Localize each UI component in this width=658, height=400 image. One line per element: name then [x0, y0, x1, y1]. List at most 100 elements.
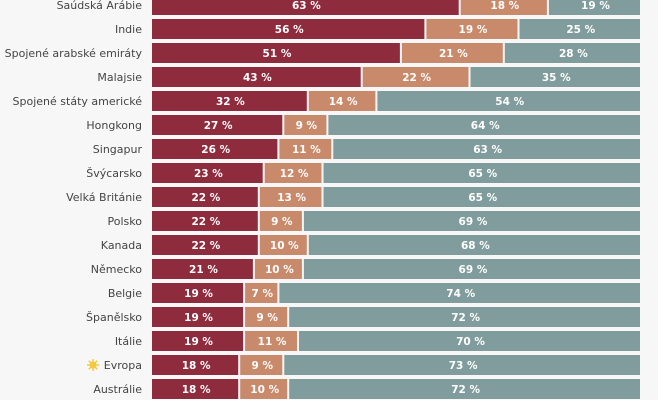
data-label: 10 % [270, 240, 299, 252]
bar-segment-2 [259, 187, 322, 207]
data-label: 19 % [581, 0, 610, 12]
data-label: 25 % [566, 24, 595, 36]
data-label: 22 % [192, 216, 221, 228]
bar-segment-1 [152, 331, 244, 351]
bar-segment-1 [152, 211, 258, 231]
data-label: 9 % [296, 120, 318, 132]
data-label: 14 % [329, 96, 358, 108]
data-label: 32 % [216, 96, 245, 108]
data-label: 23 % [194, 168, 223, 180]
bar-segment-2 [279, 139, 332, 159]
bar-segment-3 [308, 235, 640, 255]
data-label: 51 % [263, 48, 292, 60]
bar-segment-2 [259, 211, 302, 231]
category-label: Belgie [108, 287, 142, 300]
category-label: Saúdská Arábie [57, 0, 143, 12]
data-label: 22 % [192, 240, 221, 252]
bar-segment-1 [152, 115, 283, 135]
data-label: 73 % [449, 360, 478, 372]
bar-segment-2 [259, 235, 307, 255]
bar-segment-2 [245, 331, 297, 351]
bar-segment-2 [426, 19, 518, 39]
data-label: 19 % [459, 24, 488, 36]
category-label: Španělsko [86, 311, 142, 324]
bar-segment-3 [299, 331, 640, 351]
bar-segment-1 [152, 163, 263, 183]
category-label: Velká Británie [66, 191, 142, 204]
data-label: 19 % [184, 312, 213, 324]
bar-segment-3 [377, 91, 640, 111]
bar-segment-1 [152, 259, 253, 279]
data-label: 26 % [201, 144, 230, 156]
category-label: Indie [115, 23, 142, 36]
bar-segment-3 [284, 355, 640, 375]
data-label: 10 % [265, 264, 294, 276]
bar-segment-1 [152, 0, 459, 15]
data-label: 63 % [292, 0, 321, 12]
data-label: 18 % [182, 384, 211, 396]
bar-segment-1 [152, 235, 258, 255]
category-label: Hongkong [86, 119, 142, 132]
bar-segment-3 [289, 307, 640, 327]
category-label: Singapur [93, 143, 143, 156]
category-label: Evropa [104, 359, 142, 372]
bar-segment-1 [152, 379, 239, 399]
bar-segment-3 [303, 259, 640, 279]
data-label: 10 % [250, 384, 279, 396]
bar-segment-3 [519, 19, 640, 39]
bar-segment-1 [152, 187, 258, 207]
data-label: 65 % [468, 168, 497, 180]
data-label: 18 % [490, 0, 519, 12]
data-label: 18 % [182, 360, 211, 372]
data-label: 72 % [451, 312, 480, 324]
bar-segment-1 [152, 307, 244, 327]
data-label: 68 % [461, 240, 490, 252]
bar-segment-1 [152, 283, 244, 303]
category-label: Polsko [108, 215, 143, 228]
data-label: 22 % [402, 72, 431, 84]
bar-segment-2 [245, 307, 288, 327]
data-label: 35 % [542, 72, 571, 84]
bar-segment-3 [279, 283, 640, 303]
data-label: 27 % [204, 120, 233, 132]
bar-segment-3 [504, 43, 640, 63]
bar-segment-3 [323, 163, 640, 183]
data-label: 54 % [495, 96, 524, 108]
data-label: 63 % [473, 144, 502, 156]
data-label: 72 % [451, 384, 480, 396]
data-label: 9 % [256, 312, 278, 324]
data-label: 19 % [184, 288, 213, 300]
category-label: Austrálie [93, 383, 142, 396]
bar-segment-3 [548, 0, 640, 15]
data-label: 64 % [471, 120, 500, 132]
bar-segment-1 [152, 43, 400, 63]
category-label: Itálie [115, 335, 142, 348]
bar-segment-2 [460, 0, 547, 15]
category-label: Německo [91, 263, 143, 276]
bar-segment-2 [401, 43, 503, 63]
bar-segment-1 [152, 91, 307, 111]
data-label: 69 % [459, 216, 488, 228]
data-label: 11 % [258, 336, 287, 348]
bar-segment-1 [152, 19, 425, 39]
bar-segment-3 [303, 211, 640, 231]
data-label: 12 % [280, 168, 309, 180]
bar-segment-2 [240, 379, 288, 399]
bar-segment-2 [254, 259, 302, 279]
bar-segment-1 [152, 139, 278, 159]
bar-segment-2 [308, 91, 376, 111]
data-label: 9 % [252, 360, 274, 372]
data-label: 21 % [439, 48, 468, 60]
bar-segment-2 [264, 163, 322, 183]
bar-segment-3 [328, 115, 640, 135]
category-label: Spojené arabské emiráty [5, 47, 143, 60]
sun-icon [87, 359, 99, 371]
data-label: 19 % [184, 336, 213, 348]
data-label: 28 % [559, 48, 588, 60]
data-label: 56 % [275, 24, 304, 36]
data-label: 70 % [456, 336, 485, 348]
bar-segment-3 [470, 67, 640, 87]
data-label: 43 % [243, 72, 272, 84]
bar-segment-3 [323, 187, 640, 207]
bar-segment-1 [152, 67, 361, 87]
